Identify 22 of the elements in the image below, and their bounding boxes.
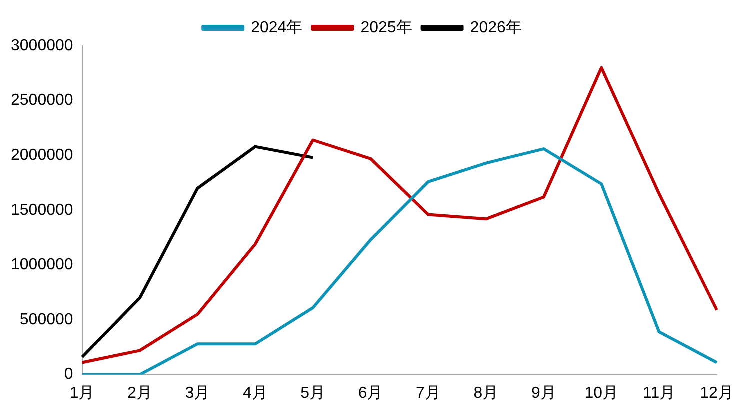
x-tick-label: 12月 [700,384,734,402]
x-tick-label: 8月 [474,384,499,402]
y-tick-label: 500000 [20,311,74,328]
x-tick-label: 1月 [70,384,95,402]
y-tick-label: 0 [64,366,74,384]
x-tick-label: 9月 [531,384,556,402]
y-tick-label: 1500000 [10,202,74,219]
legend-label: 2024年 [251,19,303,36]
x-tick-label: 3月 [185,384,210,402]
x-tick-label: 11月 [642,384,676,402]
y-tick-label: 1000000 [10,256,74,274]
x-tick-label: 5月 [300,384,326,402]
x-tick-label: 7月 [416,384,441,402]
y-tick-label: 3000000 [10,37,74,54]
legend-label: 2025年 [360,19,412,36]
x-tick-label: 10月 [584,384,618,402]
y-tick-label: 2500000 [10,92,74,110]
x-tick-label: 4月 [242,384,268,402]
x-tick-label: 2月 [128,384,152,402]
y-tick-label: 2000000 [10,147,74,164]
x-tick-label: 6月 [358,384,384,402]
legend-label: 2026年 [470,19,522,36]
